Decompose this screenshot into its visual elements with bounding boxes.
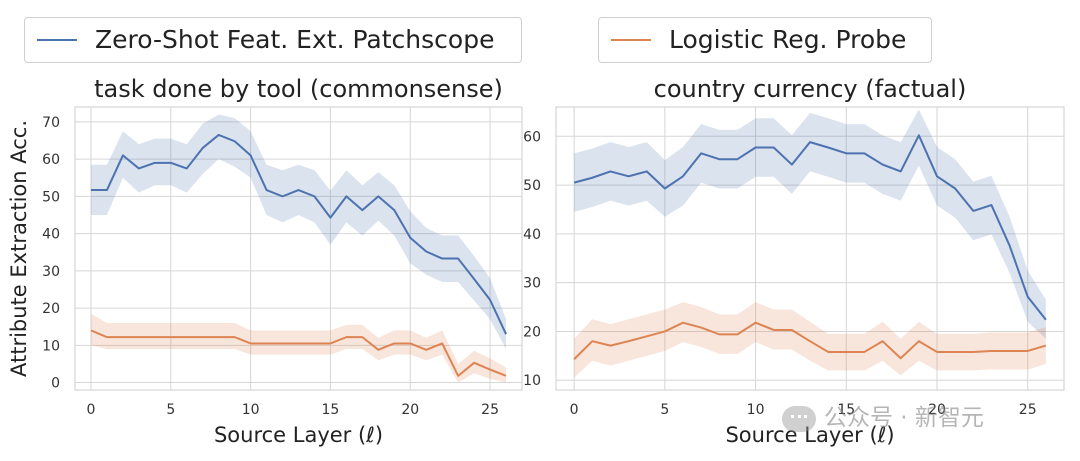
y-tick-label: 60 — [42, 152, 60, 168]
x-tick-label: 0 — [87, 402, 96, 418]
y-tick-label: 60 — [523, 129, 541, 145]
confidence-band-patchscope — [574, 109, 1046, 339]
x-axis-label: Source Layer (ℓ) — [725, 423, 894, 447]
y-tick-label: 70 — [42, 115, 60, 131]
x-tick-label: 15 — [837, 402, 855, 418]
y-tick-label: 50 — [42, 189, 60, 205]
x-tick-label: 10 — [747, 402, 765, 418]
y-tick-label: 20 — [523, 324, 541, 340]
x-tick-label: 15 — [322, 402, 340, 418]
chart-panel-2: 10 20 30 40 50 60 0 5 10 15 20 25 country currency (… — [523, 75, 1065, 447]
y-tick-label: 30 — [523, 276, 541, 292]
series-line-probe — [90, 329, 507, 377]
wechat-icon — [782, 405, 816, 432]
x-tick-label: 25 — [481, 402, 499, 418]
watermark-text: 公众号 · 新智元 — [824, 405, 984, 431]
x-tick-label: 5 — [166, 402, 175, 418]
x-tick-label: 20 — [928, 402, 946, 418]
y-tick-label: 50 — [523, 178, 541, 194]
y-tick-label: 10 — [523, 373, 541, 389]
legend-swatch-patchscope — [37, 39, 77, 41]
y-axis-label: Attribute Extraction Acc. — [7, 120, 31, 377]
x-tick-label: 5 — [660, 402, 669, 418]
y-tick-label: 10 — [42, 338, 60, 354]
legend-label-patchscope: Zero-Shot Feat. Ext. Patchscope — [95, 25, 495, 54]
y-tick-label: 20 — [42, 301, 60, 317]
y-tick-label: 30 — [42, 264, 60, 280]
confidence-band-probe — [90, 313, 507, 383]
x-tick-label: 20 — [401, 402, 419, 418]
x-tick-label: 0 — [570, 402, 579, 418]
legend-swatch-probe — [611, 39, 651, 41]
chart-title: country currency (factual) — [654, 75, 967, 103]
x-axis-label: Source Layer (ℓ) — [214, 423, 383, 447]
watermark: 公众号 · 新智元 — [782, 398, 984, 436]
series-line-patchscope — [90, 133, 507, 335]
y-tick-label: 40 — [42, 227, 60, 243]
chart-panel-1: 0 10 20 30 40 50 60 70 0 5 10 15 20 25 task done by to… — [7, 75, 523, 447]
series-line-patchscope — [573, 134, 1047, 321]
y-tick-label: 0 — [51, 376, 60, 392]
x-tick-label: 10 — [242, 402, 260, 418]
confidence-band-patchscope — [90, 114, 507, 350]
x-tick-label: 25 — [1019, 402, 1037, 418]
y-tick-label: 40 — [523, 227, 541, 243]
legend-patchscope: Zero-Shot Feat. Ext. Patchscope — [24, 17, 522, 63]
legend-label-probe: Logistic Reg. Probe — [669, 25, 907, 54]
chart-title: task done by tool (commonsense) — [94, 75, 503, 103]
legend-probe: Logistic Reg. Probe — [598, 17, 932, 63]
series-line-probe — [573, 321, 1047, 360]
plot-area — [555, 106, 1065, 391]
confidence-band-probe — [574, 302, 1046, 378]
